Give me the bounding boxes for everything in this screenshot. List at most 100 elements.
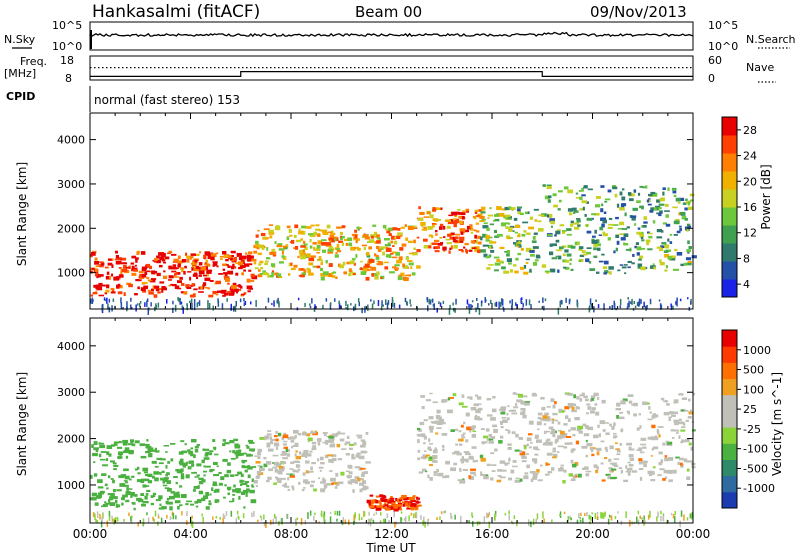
- data-cell: [428, 416, 434, 420]
- data-cell: [212, 305, 214, 311]
- y-tick-label: 2000: [57, 433, 85, 446]
- data-cell: [331, 230, 334, 234]
- data-cell: [537, 428, 540, 431]
- data-cell: [634, 245, 637, 249]
- data-cell: [602, 233, 608, 237]
- data-cell: [314, 512, 316, 516]
- freq-label: Freq.: [20, 55, 47, 68]
- colorbar-swatch: [722, 362, 737, 380]
- data-cell: [318, 256, 322, 260]
- data-cell: [675, 301, 677, 305]
- data-cell: [153, 471, 159, 475]
- data-cell: [243, 292, 247, 295]
- data-cell: [328, 459, 332, 463]
- data-cell: [663, 412, 670, 416]
- data-cell: [170, 443, 176, 445]
- data-cell: [204, 277, 211, 281]
- data-cell: [190, 447, 193, 450]
- data-cell: [589, 298, 592, 305]
- data-cell: [594, 229, 597, 234]
- data-cell: [662, 222, 667, 225]
- data-cell: [557, 269, 560, 273]
- data-cell: [436, 517, 438, 521]
- data-cell: [588, 306, 591, 313]
- colorbar-swatch: [722, 279, 737, 298]
- data-cell: [666, 519, 668, 524]
- data-cell: [303, 254, 310, 259]
- data-cell: [563, 186, 569, 190]
- data-cell: [126, 282, 132, 285]
- data-cell: [122, 442, 128, 446]
- data-cell: [396, 259, 402, 264]
- data-cell: [546, 417, 551, 422]
- data-cell: [320, 510, 323, 517]
- data-cell: [196, 463, 202, 467]
- data-cell: [155, 303, 157, 307]
- data-cell: [96, 288, 99, 291]
- data-cell: [567, 392, 573, 396]
- data-cell: [578, 513, 580, 518]
- data-cell: [211, 487, 214, 491]
- data-cell: [561, 433, 568, 437]
- data-cell: [589, 447, 594, 451]
- data-cell: [674, 516, 676, 523]
- data-cell: [575, 218, 581, 220]
- data-cell: [147, 473, 153, 478]
- data-cell: [623, 243, 629, 246]
- data-cell: [312, 242, 317, 245]
- y-tick-label: 4000: [57, 134, 85, 147]
- data-cell: [638, 258, 642, 261]
- data-cell: [367, 518, 370, 525]
- data-cell: [486, 398, 492, 401]
- data-cell: [681, 439, 684, 443]
- data-cell: [569, 442, 573, 445]
- data-cell: [275, 438, 279, 442]
- data-cell: [465, 249, 468, 254]
- data-cell: [626, 442, 632, 446]
- data-cell: [429, 456, 432, 459]
- data-cell: [526, 437, 532, 442]
- data-cell: [174, 304, 177, 312]
- data-cell: [509, 269, 513, 273]
- data-cell: [374, 241, 377, 244]
- data-cell: [238, 495, 241, 500]
- data-cell: [396, 504, 402, 507]
- data-cell: [579, 519, 582, 523]
- data-cell: [435, 233, 438, 236]
- data-cell: [105, 275, 111, 280]
- data-cell: [562, 259, 567, 263]
- data-cell: [370, 234, 377, 237]
- data-cell: [529, 471, 536, 474]
- y-tick-label: 4000: [57, 340, 85, 353]
- data-cell: [310, 466, 313, 471]
- data-cell: [420, 395, 425, 398]
- data-cell: [690, 409, 693, 413]
- data-cell: [315, 228, 321, 231]
- data-cell: [172, 512, 175, 520]
- colorbar-tick-label: 1000: [743, 344, 771, 357]
- data-cell: [143, 285, 148, 290]
- data-cell: [345, 470, 350, 472]
- data-cell: [131, 255, 137, 259]
- data-cell: [314, 248, 321, 251]
- data-cell: [495, 513, 497, 517]
- data-cell: [249, 489, 255, 494]
- data-cell: [184, 443, 187, 446]
- data-cell: [475, 410, 481, 414]
- data-cell: [644, 520, 646, 524]
- data-cell: [423, 238, 428, 242]
- data-cell: [650, 191, 656, 195]
- data-cell: [183, 291, 188, 295]
- data-cell: [659, 249, 662, 251]
- data-cell: [281, 250, 284, 255]
- data-cell: [375, 495, 379, 498]
- data-cell: [517, 206, 522, 209]
- data-cell: [379, 502, 382, 506]
- data-cell: [360, 450, 367, 454]
- data-cell: [660, 510, 662, 515]
- data-cell: [386, 247, 391, 251]
- data-cell: [664, 203, 669, 207]
- data-cell: [513, 217, 518, 221]
- data-cell: [199, 251, 202, 254]
- data-cell: [227, 462, 231, 466]
